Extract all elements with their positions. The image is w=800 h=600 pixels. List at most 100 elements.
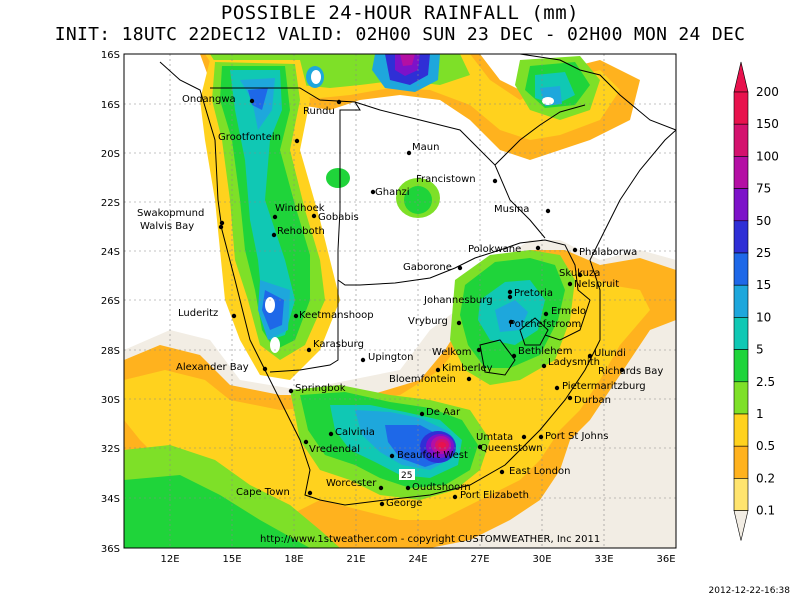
lon-label: 15E bbox=[222, 554, 241, 565]
lon-label: 36E bbox=[656, 554, 675, 565]
copyright-text: http://www.1stweather.com - copyright CU… bbox=[260, 534, 600, 545]
city-walvis-bay: Walvis Bay bbox=[140, 221, 194, 232]
city-richards-bay: Richards Bay bbox=[598, 366, 663, 377]
colorbar-level-label: 0.5 bbox=[756, 439, 775, 453]
city-port-elizabeth: Port Elizabeth bbox=[460, 490, 529, 501]
lat-label: 36S bbox=[101, 544, 120, 555]
city-gaborone: Gaborone bbox=[403, 262, 452, 273]
city-bethlehem: Bethlehem bbox=[518, 346, 572, 357]
city-durban: Durban bbox=[574, 395, 611, 406]
colorbar-segment bbox=[733, 317, 749, 350]
colorbar-level-label: 15 bbox=[756, 278, 771, 292]
colorbar-level-label: 25 bbox=[756, 246, 771, 260]
city-kimberley: Kimberley bbox=[442, 363, 493, 374]
city-bloemfontein: Bloemfontein bbox=[389, 374, 456, 385]
city-maun: Maun bbox=[412, 142, 439, 153]
city-upington: Upington bbox=[368, 352, 414, 363]
city-keetmanshoop: Keetmanshoop bbox=[299, 310, 374, 321]
city-musina: Musina bbox=[494, 204, 529, 215]
colorbar-segment bbox=[733, 156, 749, 189]
lon-label: 21E bbox=[346, 554, 365, 565]
city-windhoek: Windhoek bbox=[275, 203, 325, 214]
lat-label: 28S bbox=[101, 346, 120, 357]
city-umtata: Umtata bbox=[476, 432, 513, 443]
city-springbok: Springbok bbox=[295, 383, 346, 394]
city-vryburg: Vryburg bbox=[408, 316, 448, 327]
colorbar-level-label: 0.1 bbox=[756, 504, 775, 518]
lon-label: 27E bbox=[470, 554, 489, 565]
city-karasburg: Karasburg bbox=[313, 339, 364, 350]
colorbar-bottom-arrow bbox=[733, 510, 749, 541]
colorbar-segment bbox=[733, 349, 749, 383]
peak-label: 25 bbox=[401, 471, 412, 481]
city-de-aar: De Aar bbox=[426, 407, 461, 418]
lat-label: 16S bbox=[101, 100, 120, 111]
colorbar-level-label: 2.5 bbox=[756, 375, 775, 389]
city-queenstown: Queenstown bbox=[480, 443, 543, 454]
map-subtitle: INIT: 18UTC 22DEC12 VALID: 02H00 SUN 23 … bbox=[54, 24, 746, 45]
colorbar-level-label: 50 bbox=[756, 214, 771, 228]
city-swakopmund: Swakopmund bbox=[137, 208, 204, 219]
city-johannesburg: Johannesburg bbox=[423, 295, 493, 306]
colorbar-level-label: 200 bbox=[756, 85, 779, 99]
city-francistown: Francistown bbox=[416, 174, 476, 185]
colorbar-level-label: 10 bbox=[756, 310, 771, 324]
city-rehoboth: Rehoboth bbox=[277, 226, 325, 237]
city-vredendal: Vredendal bbox=[309, 444, 360, 455]
lat-label: 30S bbox=[101, 395, 120, 406]
city-alexander-bay: Alexander Bay bbox=[176, 362, 249, 373]
lon-label: 12E bbox=[160, 554, 179, 565]
city-labels: Ondangwa Rundu Grootfontein Maun Francis… bbox=[137, 94, 663, 509]
colorbar-segment bbox=[733, 445, 749, 479]
colorbar: 200 150 100 75 50 25 15 10 5 2.5 1 0.5 0.2 0.1 bbox=[733, 61, 779, 541]
city-calvinia: Calvinia bbox=[335, 427, 375, 438]
timestamp: 2012-12-22-16:38 bbox=[708, 586, 791, 596]
grid-lines bbox=[124, 54, 676, 548]
city-skukuza: Skukuza bbox=[559, 268, 600, 279]
colorbar-segment bbox=[733, 123, 749, 157]
city-cape-town: Cape Town bbox=[236, 487, 290, 498]
city-welkom: Welkom bbox=[432, 347, 472, 358]
city-potchefstroom: Potchefstroom bbox=[509, 319, 581, 330]
city-beaufort-west: Beaufort West bbox=[397, 450, 468, 461]
city-grootfontein: Grootfontein bbox=[218, 132, 281, 143]
city-ladysmith: Ladysmith bbox=[548, 357, 600, 368]
city-ulundi: Ulundi bbox=[594, 348, 626, 359]
city-pietermaritzburg: Pietermaritzburg bbox=[562, 381, 646, 392]
colorbar-level-label: 0.2 bbox=[756, 471, 775, 485]
city-gobabis: Gobabis bbox=[318, 212, 359, 223]
colorbar-segment bbox=[733, 413, 749, 447]
city-ondangwa: Ondangwa bbox=[182, 94, 236, 105]
lon-label: 18E bbox=[284, 554, 303, 565]
map-title: POSSIBLE 24-HOUR RAINFALL (mm) bbox=[220, 2, 580, 24]
city-pretoria: Pretoria bbox=[514, 288, 553, 299]
colorbar-top-arrow bbox=[733, 61, 749, 93]
map-border bbox=[123, 53, 677, 549]
lon-label: 33E bbox=[594, 554, 613, 565]
city-ermelo: Ermelo bbox=[551, 306, 586, 317]
lat-label: 34S bbox=[101, 494, 120, 505]
lon-label: 30E bbox=[532, 554, 551, 565]
lat-label: 20S bbox=[101, 149, 120, 160]
lat-labels: 16S 16S 20S 22S 24S 26S 28S 30S 32S 34S … bbox=[101, 50, 120, 555]
colorbar-segment bbox=[733, 220, 749, 254]
city-luderitz: Luderitz bbox=[178, 308, 218, 319]
city-east-london: East London bbox=[509, 466, 570, 477]
city-phalaborwa: Phalaborwa bbox=[579, 247, 637, 258]
lat-label: 22S bbox=[101, 198, 120, 209]
colorbar-level-label: 5 bbox=[756, 343, 764, 357]
lon-labels: 12E 15E 18E 21E 24E 27E 30E 33E 36E bbox=[160, 554, 675, 565]
city-polokwane: Polokwane bbox=[468, 244, 521, 255]
colorbar-level-label: 1 bbox=[756, 407, 764, 421]
city-nelspruit: Nelspruit bbox=[574, 279, 619, 290]
city-ghanzi: Ghanzi bbox=[375, 187, 410, 198]
city-worcester: Worcester bbox=[326, 478, 377, 489]
colorbar-segment bbox=[733, 252, 749, 286]
peak-label-bg bbox=[399, 469, 415, 480]
lat-label: 16S bbox=[101, 50, 120, 61]
city-port-st-johns: Port St Johns bbox=[545, 431, 608, 442]
colorbar-level-label: 75 bbox=[756, 182, 771, 196]
colorbar-segment bbox=[733, 381, 749, 415]
lat-label: 24S bbox=[101, 247, 120, 258]
colorbar-level-label: 150 bbox=[756, 117, 779, 131]
